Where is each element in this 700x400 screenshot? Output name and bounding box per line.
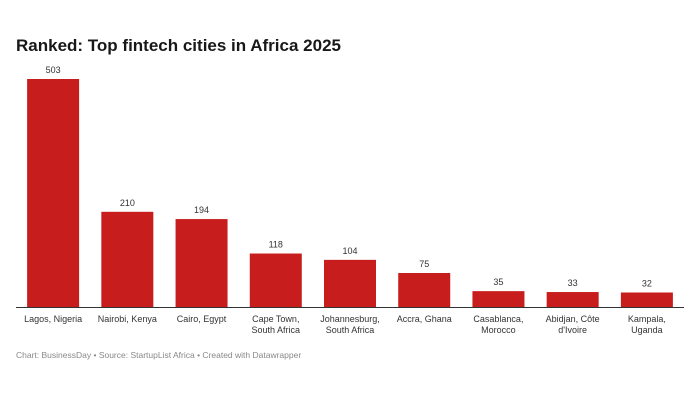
data-label: 32: [642, 278, 652, 288]
bar: [175, 219, 228, 307]
bar: [249, 253, 302, 307]
bar: [398, 273, 451, 307]
bar: [324, 259, 376, 307]
chart-footer: Chart: BusinessDay • Source: StartupList…: [16, 350, 302, 360]
data-label: 35: [493, 277, 503, 287]
category-label: South Africa: [252, 325, 301, 335]
bar: [620, 292, 673, 307]
category-label: Kampala,: [628, 314, 666, 324]
bar: [27, 79, 80, 307]
data-label: 104: [342, 246, 357, 256]
data-label: 118: [269, 240, 283, 250]
category-label: Morocco: [481, 325, 516, 335]
category-label: Accra, Ghana: [397, 314, 452, 324]
category-label: Lagos, Nigeria: [24, 314, 82, 324]
data-label: 194: [194, 205, 209, 215]
category-label: d'Ivoire: [558, 325, 587, 335]
category-label: Abidjan, Côte: [546, 314, 600, 324]
category-label: Casablanca,: [473, 314, 523, 324]
category-label: Cape Town,: [252, 314, 299, 324]
category-label: Nairobi, Kenya: [98, 314, 157, 324]
chart-title: Ranked: Top fintech cities in Africa 202…: [16, 36, 341, 55]
category-label: Cairo, Egypt: [177, 314, 227, 324]
category-label: South Africa: [326, 325, 375, 335]
data-label: 210: [120, 198, 135, 208]
bar: [546, 292, 599, 307]
data-label: 75: [419, 259, 429, 269]
data-label: 503: [46, 65, 61, 75]
category-label: Johannesburg,: [320, 314, 380, 324]
bar: [101, 211, 154, 307]
data-label: 33: [568, 278, 578, 288]
category-label: Uganda: [631, 325, 663, 335]
bar: [472, 291, 525, 307]
